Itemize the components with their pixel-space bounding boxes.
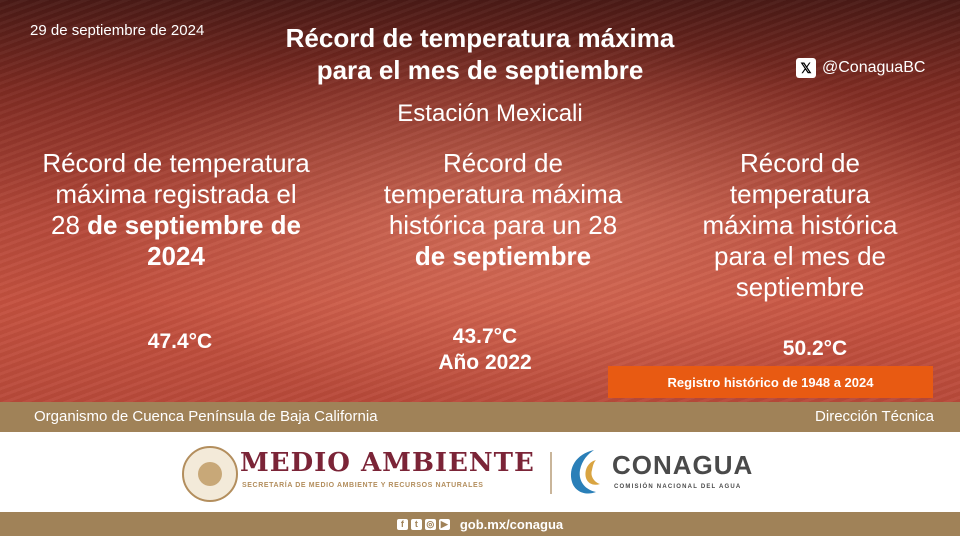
record-1-value: 47.4°C (147, 330, 213, 353)
logo-divider (550, 452, 552, 494)
record-2-bold: de septiembre (414, 241, 592, 271)
social-handle[interactable]: 𝕏 @ConaguaBC (796, 58, 925, 78)
record-1-text: Récord de temperatura máxima registrada … (42, 148, 310, 240)
conagua-logo-icon (570, 450, 600, 494)
organization-band: Organismo de Cuenca Península de Baja Ca… (0, 402, 960, 432)
logos-strip: MEDIO AMBIENTE SECRETARÍA DE MEDIO AMBIE… (0, 432, 960, 512)
conagua-subtitle: COMISIÓN NACIONAL DEL AGUA (614, 484, 742, 490)
x-logo-icon: 𝕏 (796, 58, 816, 78)
record-3-text: Récord de temperatura máxima histórica p… (702, 148, 898, 302)
medio-ambiente-subtitle: SECRETARÍA DE MEDIO AMBIENTE Y RECURSOS … (242, 482, 484, 489)
record-2-text: Récord de temperatura máxima histórica p… (383, 148, 623, 240)
social-handle-text: @ConaguaBC (822, 59, 926, 76)
direction-name: Dirección Técnica (815, 408, 934, 425)
mexico-shield-icon (182, 446, 238, 502)
title-line-1: Récord de temperatura máxima (285, 23, 675, 53)
record-2-value: 43.7°C (452, 325, 518, 348)
record-column-2: Récord de temperatura máxima histórica p… (380, 148, 626, 272)
social-icons: f t ◎ ▶ (396, 518, 450, 530)
website-link[interactable]: gob.mx/conagua (459, 516, 564, 532)
record-2-value-block: 43.7°C Año 2022 (410, 324, 560, 376)
conagua-logo-text: CONAGUA (612, 450, 754, 480)
facebook-icon[interactable]: f (396, 518, 408, 530)
record-3-value: 50.2°C (782, 337, 848, 360)
record-2-year: Año 2022 (438, 351, 532, 374)
record-1-bold: de septiembre de 2024 (87, 210, 301, 271)
page-title: Récord de temperatura máxima para el mes… (220, 22, 740, 86)
bottom-bar: f t ◎ ▶ gob.mx/conagua (0, 512, 960, 536)
title-line-2: para el mes de septiembre (316, 55, 644, 85)
record-column-3: Récord de temperatura máxima histórica p… (684, 148, 916, 303)
date-label: 29 de septiembre de 2024 (30, 22, 205, 39)
historic-range-badge: Registro histórico de 1948 a 2024 (608, 366, 933, 398)
station-name: Estación Mexicali (397, 100, 583, 127)
organization-name: Organismo de Cuenca Península de Baja Ca… (34, 408, 378, 425)
instagram-icon[interactable]: ◎ (424, 518, 436, 530)
twitter-icon[interactable]: t (410, 518, 422, 530)
medio-ambiente-logo-text: MEDIO AMBIENTE (240, 448, 535, 478)
record-column-1: Récord de temperatura máxima registrada … (40, 148, 312, 272)
youtube-icon[interactable]: ▶ (438, 518, 450, 530)
